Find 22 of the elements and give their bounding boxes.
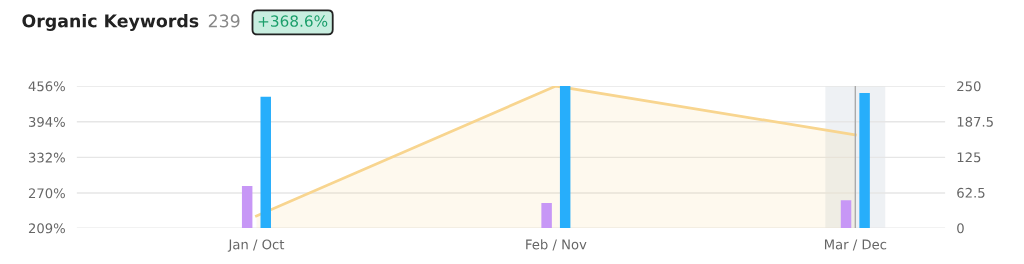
y-tick-label: 332% (28, 152, 65, 163)
y2-tick-label: 250 (957, 81, 981, 92)
chart-subtitle: 239 (208, 14, 240, 28)
y2-tick-label: 187.5 (957, 116, 993, 127)
y-tick-label: 456% (28, 81, 65, 92)
y-tick-label: 394% (28, 116, 65, 127)
bar (859, 92, 870, 229)
bar (840, 200, 852, 229)
y2-tick-label: 62.5 (957, 187, 985, 198)
bar (559, 86, 571, 229)
x-tick-label: Mar / Dec (824, 239, 887, 251)
bar (260, 96, 271, 229)
text: +368.6% (258, 15, 328, 27)
bar (541, 203, 552, 229)
x-tick-label: Jan / Oct (227, 239, 285, 252)
x-tick-label: Feb / Nov (526, 239, 587, 251)
bar (241, 186, 253, 229)
y-tick-label: 209% (28, 223, 65, 234)
y-tick-label: 270% (28, 188, 65, 199)
chart-title: Organic Keywords (22, 13, 199, 31)
y2-tick-label: 125 (957, 152, 981, 163)
y2-tick-label: 0 (957, 223, 964, 234)
